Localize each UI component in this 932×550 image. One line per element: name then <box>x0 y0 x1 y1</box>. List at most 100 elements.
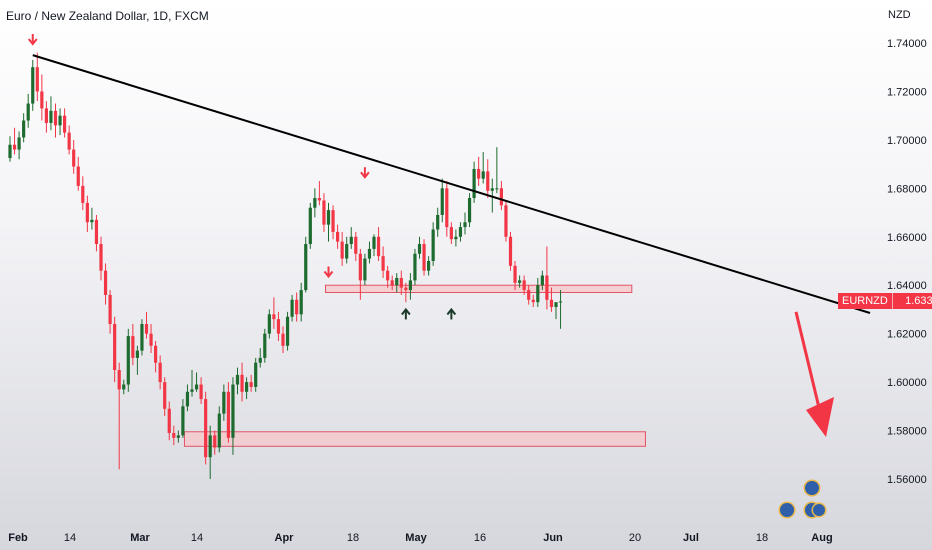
x-tick-label: 20 <box>629 532 641 544</box>
candle-body <box>545 275 549 300</box>
candle-body <box>17 137 21 150</box>
candle-body <box>354 236 358 254</box>
candle-body <box>254 362 258 387</box>
x-tick-label: Aug <box>811 532 832 544</box>
y-tick-label: 1.70000 <box>887 135 927 147</box>
candle-body <box>122 384 126 390</box>
candle-body <box>527 290 531 300</box>
candle-body <box>513 265 517 283</box>
candle-body <box>358 253 362 281</box>
candle-body <box>272 314 276 320</box>
candle-body <box>422 244 426 271</box>
candle-body <box>249 382 253 387</box>
candle-body <box>490 188 494 191</box>
candle-body <box>472 168 476 199</box>
support-zone <box>325 284 633 293</box>
candle-body <box>331 210 335 232</box>
logo-coin <box>805 481 819 495</box>
x-tick-label: 14 <box>64 532 76 544</box>
y-tick-label: 1.56000 <box>887 474 927 486</box>
candle-body <box>326 210 331 225</box>
y-tick-label: 1.62000 <box>887 329 927 341</box>
candle-body <box>131 336 135 358</box>
price-label-value: 1.63330 <box>892 293 932 309</box>
candle-body <box>85 202 89 223</box>
candle-body <box>163 382 167 409</box>
candle-body <box>440 188 444 215</box>
down-arrow-marker <box>360 167 370 179</box>
candle-body <box>313 198 317 208</box>
trendline <box>32 54 871 314</box>
y-tick-label: 1.68000 <box>887 183 927 195</box>
candle-body <box>235 374 240 385</box>
logo-coin <box>780 503 794 517</box>
candle-body <box>140 323 144 351</box>
candle-body <box>467 198 472 223</box>
candle-body <box>26 103 30 121</box>
candle-body <box>245 382 249 392</box>
candle-body <box>154 345 158 363</box>
candle-body <box>76 166 80 186</box>
candle-body <box>103 270 108 295</box>
x-tick-label: Jul <box>683 532 699 544</box>
candle-body <box>22 120 26 138</box>
candle-body <box>31 67 35 104</box>
candle-body <box>213 435 217 448</box>
candle-body <box>299 290 303 315</box>
candle-body <box>436 214 440 230</box>
x-tick-label: 18 <box>347 532 359 544</box>
candle-body <box>372 236 376 249</box>
candle-body <box>554 302 558 308</box>
candle-body <box>12 144 17 150</box>
candle-body <box>217 413 221 448</box>
candle-body <box>322 200 326 225</box>
candle-body <box>94 219 99 245</box>
y-tick-label: 1.60000 <box>887 377 927 389</box>
candle-body <box>258 357 262 363</box>
candle-body <box>531 299 535 303</box>
candle-body <box>181 406 185 436</box>
candle-body <box>117 370 121 390</box>
candle-body <box>149 333 153 346</box>
candle-body <box>199 384 203 400</box>
candle-body <box>349 236 353 245</box>
logo-coin <box>813 504 825 516</box>
candle-body <box>449 227 453 240</box>
candle-body <box>495 188 499 190</box>
candle-body <box>381 256 385 271</box>
candle-body <box>363 258 367 281</box>
candle-body <box>63 115 67 133</box>
candle-body <box>308 207 312 245</box>
candle-body <box>172 432 176 438</box>
projection-arrow-shaft <box>794 311 823 417</box>
candle-body <box>285 316 290 346</box>
candle-body <box>336 231 340 242</box>
x-tick-label: 18 <box>756 532 768 544</box>
price-label-symbol: EURNZD <box>838 293 893 309</box>
y-tick-label: 1.66000 <box>887 232 927 244</box>
chart-title: Euro / New Zealand Dollar, 1D, FXCM <box>6 9 209 23</box>
y-tick-label: 1.64000 <box>887 280 927 292</box>
candle-body <box>222 391 226 414</box>
candle-body <box>67 132 71 150</box>
candle-body <box>263 333 267 358</box>
y-tick-label: 1.58000 <box>887 426 927 438</box>
candle-body <box>176 435 180 438</box>
candle-body <box>190 389 194 392</box>
candle-body <box>44 108 48 123</box>
candle-body <box>463 222 467 228</box>
candle-body <box>90 219 94 223</box>
candle-body <box>427 261 431 271</box>
candle-body <box>458 227 463 237</box>
candle-body <box>431 229 435 261</box>
candle-body <box>144 323 149 334</box>
candle-body <box>126 336 130 385</box>
candle-body <box>135 350 139 358</box>
candle-body <box>276 319 281 334</box>
candle-body <box>317 198 321 201</box>
candle-body <box>549 299 554 308</box>
candle-body <box>477 168 481 179</box>
x-tick-label: 16 <box>474 532 486 544</box>
y-tick-label: 1.74000 <box>887 38 927 50</box>
